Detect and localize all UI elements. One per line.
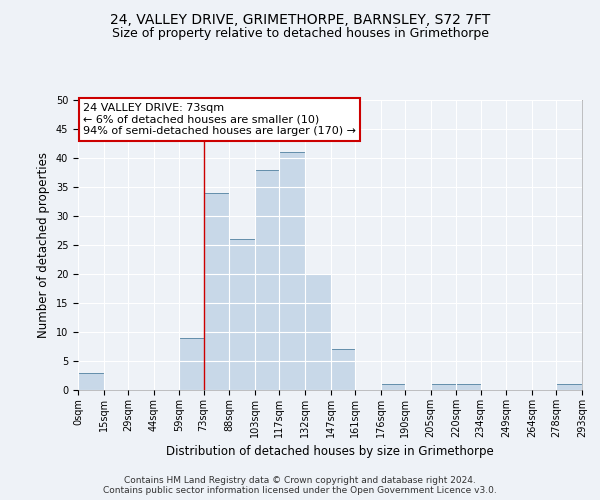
Bar [229, 239, 255, 390]
Bar [331, 350, 355, 390]
Bar [381, 384, 405, 390]
Bar [431, 384, 457, 390]
Y-axis label: Number of detached properties: Number of detached properties [37, 152, 50, 338]
Bar [279, 152, 305, 390]
Text: Contains HM Land Registry data © Crown copyright and database right 2024.
Contai: Contains HM Land Registry data © Crown c… [103, 476, 497, 495]
Bar [179, 338, 203, 390]
Bar [457, 384, 481, 390]
X-axis label: Distribution of detached houses by size in Grimethorpe: Distribution of detached houses by size … [166, 446, 494, 458]
Bar [255, 170, 279, 390]
Text: Size of property relative to detached houses in Grimethorpe: Size of property relative to detached ho… [112, 28, 488, 40]
Bar [556, 384, 582, 390]
Bar [78, 372, 104, 390]
Text: 24, VALLEY DRIVE, GRIMETHORPE, BARNSLEY, S72 7FT: 24, VALLEY DRIVE, GRIMETHORPE, BARNSLEY,… [110, 12, 490, 26]
Bar [203, 193, 229, 390]
Text: 24 VALLEY DRIVE: 73sqm
← 6% of detached houses are smaller (10)
94% of semi-deta: 24 VALLEY DRIVE: 73sqm ← 6% of detached … [83, 103, 356, 136]
Bar [305, 274, 331, 390]
